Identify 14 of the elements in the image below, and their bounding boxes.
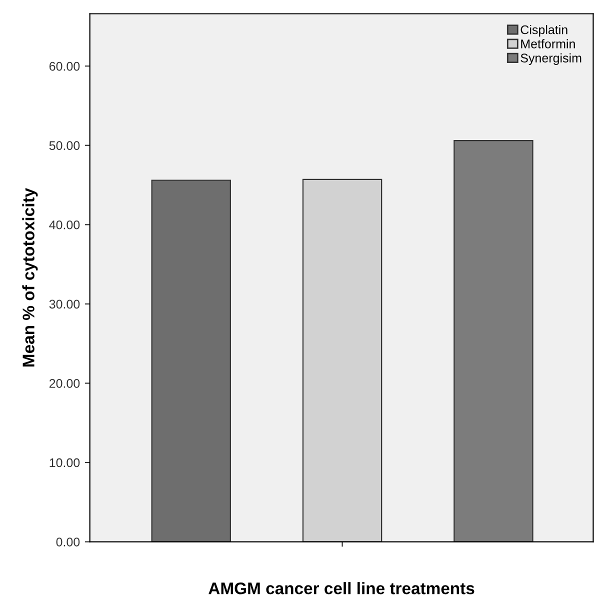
legend-label: Cisplatin (520, 25, 568, 37)
legend-label: Synergisim (520, 53, 582, 65)
bar (151, 180, 231, 542)
y-tick-label: 30.00 (49, 300, 80, 309)
legend-label: Metformin (521, 39, 575, 48)
y-axis-title: Mean % of cytotoxicity (22, 188, 38, 366)
bar (454, 140, 534, 542)
y-tick-label: 10.00 (50, 458, 80, 468)
y-tick-label: 40.00 (49, 220, 80, 230)
x-axis-title: AMGM cancer cell line treatments (208, 582, 474, 594)
y-tick-label: 20.00 (49, 379, 80, 388)
y-tick-label: 0.00 (56, 538, 80, 546)
y-tick-label: 50.00 (49, 141, 80, 150)
y-tick-label: 60.00 (49, 62, 80, 71)
